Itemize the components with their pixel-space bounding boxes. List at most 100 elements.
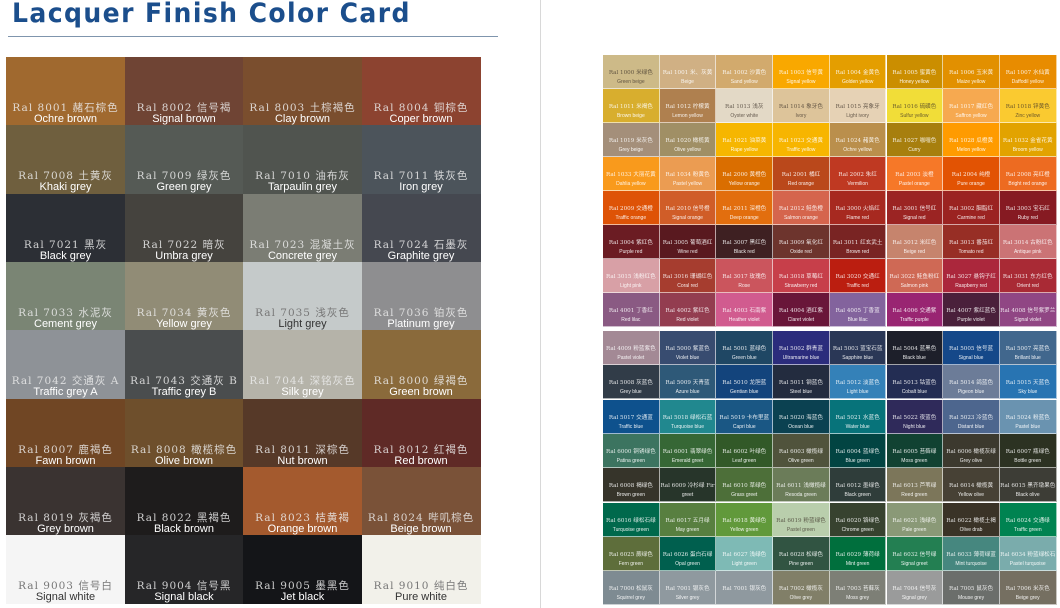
color-name: Signal black xyxy=(154,591,214,604)
color-name: Silver grey xyxy=(675,595,700,602)
color-name: Yellow grey xyxy=(156,317,212,330)
color-swatch: Ral 5009 天青蓝 Azure blue xyxy=(659,365,717,400)
ral-code: Ral 1015 xyxy=(835,104,862,110)
chinese-name: 粉蓝绿色 xyxy=(803,517,826,524)
color-name: Grey blue xyxy=(620,389,642,396)
color-name: Brown beige xyxy=(616,113,645,119)
chinese-name: 银灰色 xyxy=(749,586,767,593)
color-swatch: Ral 7043 交通灰 B Traffic grey B xyxy=(124,330,244,399)
color-name: Olive drab xyxy=(959,526,983,533)
color-name: Deep orange xyxy=(729,215,759,221)
color-swatch: Ral 5008 灰蓝色 Grey blue xyxy=(603,365,660,400)
color-swatch: Ral 5005 信号蓝 Signal blue xyxy=(943,331,1000,365)
ral-code: Ral 6025 xyxy=(608,551,635,558)
ral-code: Ral 4008 xyxy=(1000,308,1026,314)
swatch-code: Ral 1015 亮象牙 xyxy=(830,102,886,110)
color-swatch: Ral 8022 黑褐色 Black brown xyxy=(124,466,244,536)
color-swatch: Ral 6000 铜锈绿色 Patina green xyxy=(603,433,660,468)
swatch-code: Ral 7000 松鼠灰 xyxy=(603,584,659,592)
ral-code: Ral 7023 xyxy=(249,238,306,251)
ral-code: Ral 5024 xyxy=(1005,414,1032,421)
color-name: Vermilion xyxy=(847,181,868,187)
color-swatch: Ral 6022 橄榄土褐 Olive drab xyxy=(943,502,1000,537)
ral-code: Ral 6016 xyxy=(606,517,632,524)
chinese-name: 深铭灰色 xyxy=(309,375,356,388)
ral-code: Ral 7011 xyxy=(373,170,430,183)
color-swatch: Ral 7006 米灰色 Beige grey xyxy=(999,571,1057,606)
chinese-name: 墨绿色 xyxy=(862,483,880,490)
color-name: Yellow green xyxy=(730,526,759,533)
swatch-code: Ral 6013 芦苇绿 xyxy=(887,481,943,489)
ral-code: Ral 5013 xyxy=(892,380,918,387)
color-swatch: Ral 6019 粉蓝绿色 Pastel green xyxy=(773,502,830,537)
swatch-code: Ral 5003 蓝宝石蓝 xyxy=(830,344,886,352)
color-swatch: Ral 7005 鼠灰色 Mouse grey xyxy=(943,571,1000,606)
color-name: Green blue xyxy=(731,355,757,361)
ral-code: Ral 8001 xyxy=(12,102,69,114)
ral-code: Ral 6010 xyxy=(722,483,748,490)
color-name: Bright red orange xyxy=(1008,181,1048,187)
ral-code: Ral 8022 xyxy=(136,511,193,524)
ral-code: Ral 2002 xyxy=(838,172,864,178)
swatch-code: Ral 4005 丁香蓝 xyxy=(830,306,886,314)
ral-code: Ral 8007 xyxy=(18,443,74,456)
chinese-name: 交通红 xyxy=(862,274,880,280)
ral-code: Ral 1028 xyxy=(949,138,975,144)
color-swatch: Ral 6017 五月绿 May green xyxy=(659,502,717,537)
color-swatch: Ral 8011 深棕色 Nut brown xyxy=(243,398,362,468)
color-name: Salmon orange xyxy=(783,215,818,221)
color-swatch: Ral 7000 松鼠灰 Squirrel grey xyxy=(603,571,660,606)
color-name: Daffodil yellow xyxy=(1011,79,1044,85)
ral-code: Ral 6018 xyxy=(722,517,748,524)
color-swatch: Ral 8002 信号褐 Signal brown xyxy=(124,57,244,126)
swatch-code: Ral 6028 松绿色 xyxy=(773,550,829,558)
chinese-name: 苔藓灰 xyxy=(862,586,880,593)
color-swatch: Ral 3016 珊瑚红色 Coral red xyxy=(659,259,717,293)
chinese-name: 粉蓝紫色 xyxy=(633,346,656,352)
chinese-name: 鲑鱼粉红 xyxy=(916,274,940,280)
swatch-code: Ral 7021 黑灰 xyxy=(6,237,125,252)
color-name: Black red xyxy=(733,249,755,255)
chinese-name: 桔黄褐 xyxy=(315,511,350,524)
color-name: Cement grey xyxy=(34,317,97,330)
ral-code: Ral 3013 xyxy=(949,240,975,246)
ral-code: Ral 3014 xyxy=(1002,240,1029,246)
chinese-name: 龙胆蓝 xyxy=(749,380,767,387)
chinese-name: 番茄红 xyxy=(976,240,994,246)
ral-code: Ral 5005 xyxy=(949,346,975,352)
ral-code: Ral 1011 xyxy=(608,104,635,110)
color-swatch: Ral 1013 浅灰 Oyster white xyxy=(716,89,774,123)
ral-code: Ral 1013 xyxy=(725,104,751,110)
swatch-code: Ral 6022 橄榄土褐 xyxy=(943,516,999,524)
chinese-name: 黄橙色 xyxy=(749,172,767,178)
color-swatch: Ral 5012 淡蓝色 Light blue xyxy=(829,365,887,400)
swatch-code: Ral 9010 纯白色 xyxy=(362,578,481,593)
swatch-code: Ral 1023 交通黄 xyxy=(773,136,829,144)
color-swatch: Ral 8004 铜棕色 Coper brown xyxy=(361,57,481,126)
swatch-code: Ral 2003 淡橙 xyxy=(887,170,943,178)
color-name: Brown red xyxy=(846,249,870,255)
chinese-name: 信号橙 xyxy=(692,206,710,212)
color-swatch: Ral 1014 象牙色 Ivory xyxy=(773,89,830,123)
swatch-code: Ral 2004 纯橙 xyxy=(943,170,999,178)
color-name: Beige grey xyxy=(1015,595,1040,602)
color-name: Claret violet xyxy=(787,317,815,323)
ral-code: Ral 1024 xyxy=(835,138,862,144)
color-name: Signal greet xyxy=(901,560,928,567)
swatch-code: Ral 1020 橄榄黄 xyxy=(660,136,716,144)
title-underline xyxy=(8,36,498,37)
swatch-code: Ral 6033 薄荷绿蓝 xyxy=(943,550,999,558)
color-swatch: Ral 1005 蜜黄色 Honey yellow xyxy=(886,55,944,89)
swatch-code: Ral 7011 铁灰色 xyxy=(362,168,481,183)
color-name: Olive yellow xyxy=(674,147,701,153)
color-swatch: Ral 7008 土黄灰 Khaki grey xyxy=(6,125,125,195)
chinese-name: 悬钩子红 xyxy=(973,274,996,280)
chinese-name: 铂灰色 xyxy=(433,306,469,319)
ral-code: Ral 1034 xyxy=(665,172,691,178)
color-swatch: Ral 2001 橘红 Red orange xyxy=(773,157,830,191)
swatch-code: Ral 6014 橄榄黄 xyxy=(943,481,999,489)
color-swatch: Ral 8012 红褐色 Red brown xyxy=(361,398,481,468)
ral-code: Ral 4006 xyxy=(892,308,918,314)
color-name: Fern green xyxy=(618,560,644,567)
chinese-name: 紫蓝色 xyxy=(692,346,710,352)
